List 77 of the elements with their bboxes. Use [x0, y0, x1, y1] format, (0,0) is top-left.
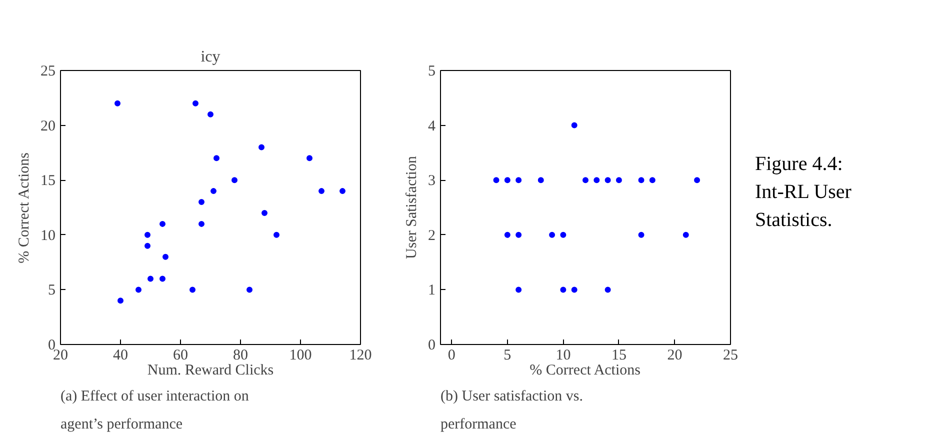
point	[493, 177, 500, 184]
text: (a) Effect of user interaction on agent’s performance	[60, 388, 250, 432]
point	[340, 188, 346, 194]
chart-title: icy	[200, 48, 220, 66]
point	[118, 298, 124, 304]
point	[232, 177, 238, 184]
point	[246, 286, 252, 293]
point	[582, 177, 588, 184]
y-tick-label: 0	[428, 338, 436, 354]
y-tick-label: 5	[48, 282, 56, 299]
point	[192, 100, 198, 106]
y-tick-label: 0	[48, 338, 56, 354]
point	[208, 111, 214, 118]
y-axis-title: User Satisfaction	[404, 156, 420, 259]
point	[190, 286, 196, 293]
point	[616, 177, 622, 184]
point	[571, 122, 578, 128]
point	[594, 177, 600, 184]
point	[148, 276, 154, 282]
point	[549, 232, 556, 238]
x-axis-title: Num. Reward Clicks	[147, 362, 274, 378]
point	[262, 210, 268, 216]
point	[516, 286, 522, 293]
point	[144, 242, 150, 249]
y-tick-label: 25	[40, 64, 56, 80]
y-tick-label: 1	[428, 282, 436, 299]
point	[162, 254, 168, 260]
point	[306, 155, 312, 162]
point	[144, 232, 150, 238]
point	[571, 286, 578, 293]
point	[504, 232, 510, 238]
x-tick-label: 5	[504, 348, 512, 364]
point	[210, 188, 216, 194]
y-tick-label: 3	[428, 173, 436, 190]
point	[214, 155, 220, 162]
point	[694, 177, 700, 184]
y-tick-label: 10	[40, 228, 56, 244]
y-axis-title: % Correct Actions	[16, 152, 32, 264]
point	[638, 177, 644, 184]
x-tick-label: 10	[556, 348, 571, 364]
point	[198, 199, 204, 206]
x-axis-title: % Correct Actions	[530, 362, 641, 378]
y-tick-label: 5	[428, 64, 436, 80]
y-tick-label: 15	[40, 173, 56, 190]
x-tick-label: 60	[173, 348, 188, 364]
x-tick-label: 120	[349, 348, 372, 364]
point	[136, 286, 142, 293]
point	[160, 220, 166, 227]
point	[560, 286, 566, 293]
point	[682, 232, 689, 238]
point	[560, 232, 566, 238]
point	[604, 286, 611, 293]
point	[160, 276, 166, 282]
y-tick-label: 4	[428, 118, 436, 134]
y-tick-label: 20	[40, 118, 56, 134]
x-tick-label: 100	[289, 348, 312, 364]
y-tick-label: 2	[428, 228, 436, 244]
point	[114, 100, 120, 106]
point	[538, 177, 544, 184]
point	[516, 232, 522, 238]
point	[516, 177, 522, 184]
point	[504, 177, 510, 184]
point	[258, 144, 264, 150]
point	[638, 232, 644, 238]
x-tick-label: 80	[233, 348, 248, 364]
x-tick-label: 0	[448, 348, 456, 364]
point	[274, 232, 280, 238]
point	[318, 188, 324, 194]
text: (b) User satisfaction vs. performance	[440, 388, 583, 432]
point	[649, 177, 656, 184]
x-tick-label: 15	[611, 348, 626, 364]
caption: Figure 4.4: Int-RL User Statistics.	[755, 152, 852, 233]
point	[604, 177, 611, 184]
x-tick-label: 20	[667, 348, 682, 364]
x-tick-label: 25	[723, 348, 738, 364]
point	[198, 220, 204, 227]
x-tick-label: 40	[113, 348, 128, 364]
